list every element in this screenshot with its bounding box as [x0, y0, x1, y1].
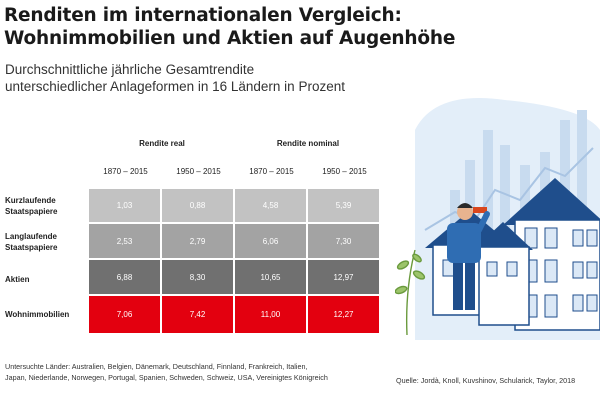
row-label-line: Aktien	[5, 275, 30, 284]
period-header-2: 1950 – 2015	[176, 167, 221, 176]
subtitle-line-1: Durchschnittliche jährliche Gesamtrendit…	[5, 62, 255, 77]
footnote-line: Untersuchte Länder: Australien, Belgien,…	[5, 362, 308, 371]
footnote-countries: Untersuchte Länder: Australien, Belgien,…	[5, 361, 395, 383]
house-middle	[473, 222, 533, 326]
period-header-1: 1870 – 2015	[103, 167, 148, 176]
chart-subtitle: Durchschnittliche jährliche Gesamtrendit…	[5, 61, 405, 95]
cell-short-bonds-real-1870: 1,03	[89, 189, 160, 222]
row-label-long-bonds: Langlaufende Staatspapiere	[5, 231, 57, 253]
houses-illustration	[395, 98, 600, 340]
row-label-housing: Wohnimmobilien	[5, 309, 69, 320]
row-label-line: Staatspapiere	[5, 243, 58, 252]
cell-housing-real-1950: 7,42	[162, 296, 233, 333]
cell-housing-nominal-1870: 11,00	[235, 296, 306, 333]
cell-stocks-real-1870: 6,88	[89, 260, 160, 294]
plant-icon	[395, 249, 426, 336]
row-label-line: Kurzlaufende	[5, 196, 56, 205]
title-line-2: Wohnimmobilien und Aktien auf Augenhöhe	[4, 28, 456, 49]
cell-stocks-real-1950: 8,30	[162, 260, 233, 294]
row-label-line: Wohnimmobilien	[5, 310, 70, 319]
row-label-line: Staatspapiere	[5, 207, 58, 216]
subtitle-line-2: unterschiedlicher Anlageformen in 16 Län…	[5, 79, 345, 94]
period-header-3: 1870 – 2015	[249, 167, 294, 176]
chart-title: Renditen im internationalen Vergleich: W…	[4, 4, 474, 50]
row-label-short-bonds: Kurzlaufende Staatspapiere	[5, 195, 57, 217]
cell-housing-real-1870: 7,06	[89, 296, 160, 333]
column-group-real: Rendite real	[139, 139, 185, 148]
row-label-stocks: Aktien	[5, 274, 29, 285]
cell-stocks-nominal-1870: 10,65	[235, 260, 306, 294]
source-note: Quelle: Jordà, Knoll, Kuvshinov, Schular…	[396, 376, 576, 385]
cell-short-bonds-nominal-1950: 5,39	[308, 189, 379, 222]
column-group-nominal: Rendite nominal	[276, 139, 340, 148]
cell-long-bonds-real-1950: 2,79	[162, 224, 233, 258]
cell-short-bonds-nominal-1870: 4,58	[235, 189, 306, 222]
period-header-4: 1950 – 2015	[322, 167, 367, 176]
cell-stocks-nominal-1950: 12,97	[308, 260, 379, 294]
cell-long-bonds-nominal-1870: 6,06	[235, 224, 306, 258]
row-label-line: Langlaufende	[5, 232, 58, 241]
cell-short-bonds-real-1950: 0,88	[162, 189, 233, 222]
title-line-1: Renditen im internationalen Vergleich:	[4, 5, 402, 26]
cell-long-bonds-nominal-1950: 7,30	[308, 224, 379, 258]
cell-long-bonds-real-1870: 2,53	[89, 224, 160, 258]
cell-housing-nominal-1950: 12,27	[308, 296, 379, 333]
footnote-line: Japan, Niederlande, Norwegen, Portugal, …	[5, 373, 328, 382]
man-with-binoculars-icon	[447, 203, 490, 310]
